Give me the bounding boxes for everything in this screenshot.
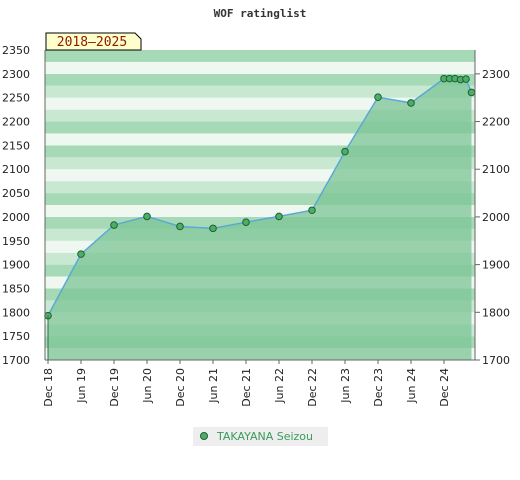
- y-tick-label: 1750: [2, 330, 30, 343]
- y-tick-label: 2100: [2, 163, 30, 176]
- y-tick-label: 1900: [482, 259, 510, 272]
- y-tick-label: 2000: [2, 211, 30, 224]
- background-band: [45, 205, 475, 217]
- y-tick-label: 2200: [482, 116, 510, 129]
- x-tick-label: Dec 19: [108, 368, 121, 407]
- y-tick-label: 1950: [2, 235, 30, 248]
- x-tick-label: Dec 23: [372, 368, 385, 407]
- y-axis-right-ticks: 1700 1800 1900 2000 2100 2200 2300: [475, 68, 510, 367]
- data-point: [176, 222, 184, 231]
- y-tick-label: 1800: [2, 306, 30, 319]
- x-tick-label: Jun 21: [207, 368, 220, 404]
- y-tick-label: 2300: [482, 68, 510, 81]
- data-point: [341, 147, 349, 156]
- x-tick-label: Jun 19: [75, 368, 88, 404]
- background-band: [45, 145, 475, 158]
- background-band: [45, 50, 475, 62]
- x-tick-label: Dec 22: [306, 368, 319, 407]
- data-point: [374, 93, 382, 102]
- data-point: [462, 75, 470, 83]
- background-band: [45, 121, 475, 134]
- x-tick-label: Jun 23: [339, 368, 352, 404]
- data-point: [242, 218, 250, 226]
- x-tick-label: Jun 24: [405, 368, 418, 404]
- background-band: [45, 73, 475, 86]
- legend-marker: [200, 432, 208, 440]
- x-tick-label: Dec 18: [42, 368, 55, 407]
- background-band: [45, 133, 475, 146]
- y-tick-label: 2050: [2, 187, 30, 200]
- data-point: [308, 206, 316, 215]
- background-band: [45, 97, 475, 110]
- y-tick-label: 1700: [482, 354, 510, 367]
- background-band: [45, 193, 475, 205]
- background-band: [45, 181, 475, 194]
- data-point: [275, 212, 283, 221]
- axes: [44, 50, 476, 361]
- x-tick-label: Jun 22: [273, 368, 286, 404]
- x-axis-ticks: Dec 18 Jun 19 Dec 19 Jun 20 Dec 20 Jun 21 Dec …: [42, 360, 451, 407]
- x-tick-label: Jun 20: [141, 368, 154, 404]
- background-band: [45, 109, 475, 122]
- y-tick-label: 2150: [2, 139, 30, 152]
- background-band: [45, 169, 475, 182]
- background-band: [45, 85, 475, 98]
- y-tick-label: 1700: [2, 354, 30, 367]
- data-point: [110, 221, 118, 229]
- y-tick-label: 1900: [2, 259, 30, 272]
- legend: TAKAYANA Seizou: [193, 427, 328, 446]
- y-tick-label: 2250: [2, 92, 30, 105]
- data-point: [77, 250, 85, 258]
- rating-area: [48, 78, 472, 360]
- y-tick-label: 2300: [2, 68, 30, 81]
- y-axis-left-ticks: 1700 1750 1800 1850 1900 1950 2000 2050 2100 2150…: [2, 44, 30, 367]
- y-tick-label: 2350: [2, 44, 30, 57]
- x-tick-label: Dec 20: [174, 368, 187, 407]
- background-band: [45, 157, 475, 170]
- y-tick-label: 1800: [482, 306, 510, 319]
- chart-title: WOF ratinglist: [214, 7, 307, 20]
- data-point: [407, 99, 415, 107]
- x-tick-label: Dec 24: [438, 368, 451, 407]
- data-point: [467, 88, 476, 97]
- data-point: [209, 224, 217, 233]
- y-tick-label: 2100: [482, 163, 510, 176]
- y-tick-label: 2200: [2, 116, 30, 129]
- y-tick-label: 2000: [482, 211, 510, 224]
- data-point: [143, 212, 151, 221]
- legend-label: TAKAYANA Seizou: [216, 430, 313, 443]
- y-tick-label: 1850: [2, 282, 30, 295]
- period-badge: 2018–2025: [45, 32, 142, 51]
- background-band: [45, 61, 475, 74]
- x-tick-label: Dec 21: [240, 368, 253, 407]
- period-badge-label: 2018–2025: [57, 35, 127, 50]
